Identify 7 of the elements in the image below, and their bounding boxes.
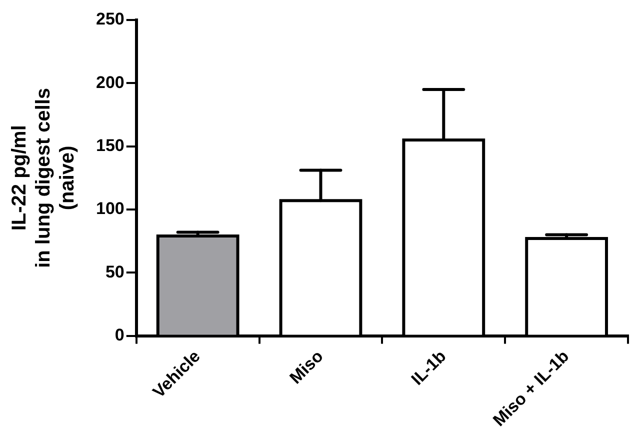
y-tick-label: 150 [96,136,124,155]
y-tick-label: 0 [114,325,124,344]
y-tick-label: 100 [96,199,124,218]
y-tick-label: 50 [105,262,124,282]
y-tick-label: 200 [96,72,124,92]
y-axis-title: IL-22 pg/ml in lung digest cells (naive) [8,88,79,268]
y-tick-label: 250 [96,10,124,29]
